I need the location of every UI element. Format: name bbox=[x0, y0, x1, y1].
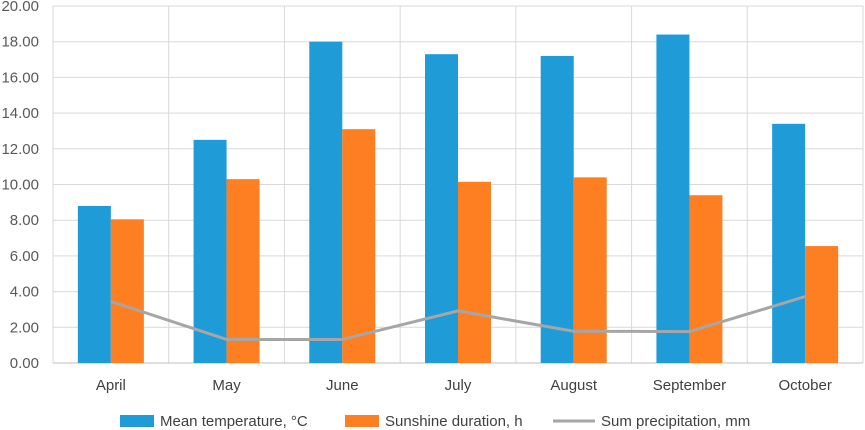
bar-sunshine-duration-april bbox=[110, 219, 144, 363]
y-tick-label: 10.00 bbox=[1, 177, 39, 194]
y-tick-label: 12.00 bbox=[1, 141, 39, 158]
y-tick-label: 8.00 bbox=[10, 212, 39, 229]
bar-mean-temperature-august bbox=[540, 55, 574, 363]
x-tick-label: August bbox=[550, 377, 598, 394]
x-tick-label: July bbox=[445, 377, 472, 394]
legend-sunshine-duration: Sunshine duration, h bbox=[345, 413, 523, 430]
x-tick-label: April bbox=[96, 377, 126, 394]
bar-sunshine-duration-july bbox=[458, 181, 491, 363]
precipitation-line-group bbox=[110, 295, 806, 341]
bar-sunshine-duration-may bbox=[226, 179, 260, 363]
x-tick-label: October bbox=[778, 377, 831, 394]
bar-mean-temperature-may bbox=[193, 139, 227, 363]
y-tick-label: 20.00 bbox=[1, 0, 39, 15]
x-tick-label: June bbox=[326, 377, 359, 394]
legend: Mean temperature, °C Sunshine duration, h… bbox=[120, 413, 750, 430]
bar-sunshine-duration-august bbox=[573, 177, 607, 363]
y-tick-label: 18.00 bbox=[1, 34, 39, 51]
legend-label: Mean temperature, °C bbox=[160, 413, 308, 430]
legend-swatch bbox=[120, 415, 154, 427]
y-tick-label: 0.00 bbox=[10, 355, 39, 372]
legend-label: Sunshine duration, h bbox=[385, 413, 523, 430]
precipitation-line bbox=[110, 295, 806, 341]
y-tick-label: 2.00 bbox=[10, 319, 39, 336]
x-tick-label: May bbox=[212, 377, 241, 394]
y-tick-label: 14.00 bbox=[1, 105, 39, 122]
x-axis: April May June July August September October bbox=[96, 377, 832, 394]
bar-mean-temperature-april bbox=[77, 205, 111, 363]
y-tick-label: 6.00 bbox=[10, 248, 39, 265]
bars bbox=[77, 34, 839, 364]
legend-label: Sum precipitation, mm bbox=[601, 413, 750, 430]
legend-mean-temperature: Mean temperature, °C bbox=[120, 413, 308, 430]
bar-mean-temperature-june bbox=[309, 41, 343, 363]
bar-mean-temperature-october bbox=[772, 123, 806, 363]
bar-mean-temperature-september bbox=[656, 34, 690, 364]
y-tick-label: 16.00 bbox=[1, 69, 39, 86]
legend-swatch bbox=[345, 415, 379, 427]
y-axis: 0.00 2.00 4.00 6.00 8.00 10.00 12.00 14.00 16.00… bbox=[1, 0, 39, 372]
bar-sunshine-duration-june bbox=[342, 129, 376, 363]
legend-sum-precipitation: Sum precipitation, mm bbox=[553, 413, 750, 430]
x-tick-label: September bbox=[653, 377, 726, 394]
y-tick-label: 4.00 bbox=[10, 284, 39, 301]
bar-sunshine-duration-september bbox=[689, 195, 723, 363]
bar-sunshine-duration-october bbox=[805, 246, 839, 363]
